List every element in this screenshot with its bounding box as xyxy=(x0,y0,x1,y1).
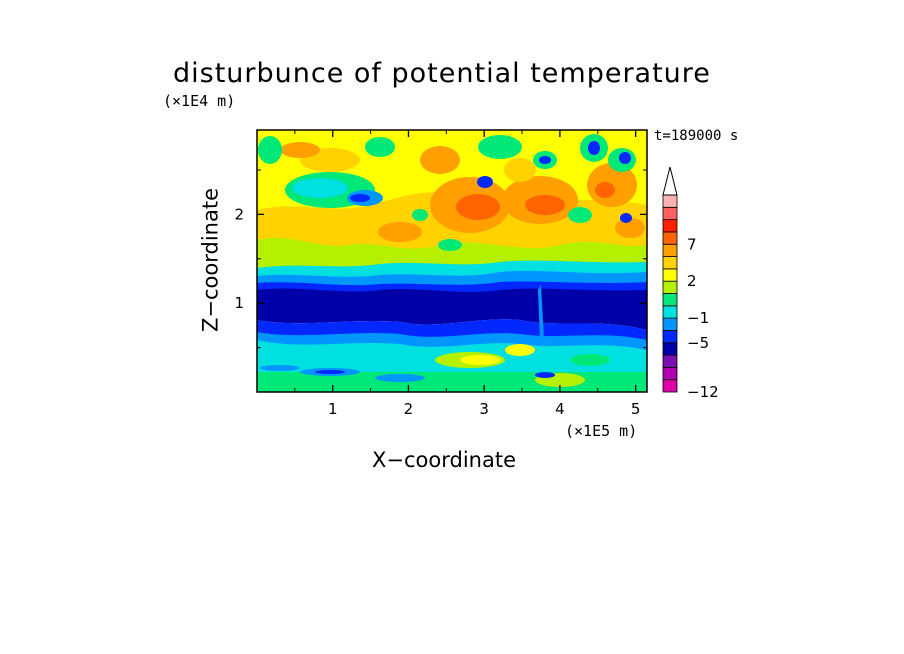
colorbar-swatch xyxy=(662,330,678,344)
time-stamp: t=189000 s xyxy=(654,128,739,144)
x-tick-label: 2 xyxy=(404,400,414,418)
colorbar-swatch xyxy=(662,305,678,319)
colorbar-swatch xyxy=(662,366,678,381)
contour-field xyxy=(257,130,647,392)
colorbar-label: 7 xyxy=(687,235,697,253)
axes: 1 2 3 4 5 1 2 xyxy=(234,130,647,418)
colorbar-swatch xyxy=(662,219,678,233)
colorbar-swatch xyxy=(662,243,678,257)
colorbar-swatch xyxy=(662,194,678,208)
colorbar-swatch xyxy=(662,293,678,307)
colorbar: −12−5−127 xyxy=(662,166,719,401)
x-tick-label: 5 xyxy=(631,400,641,418)
x-axis-unit: (×1E5 m) xyxy=(565,422,638,440)
x-tick-label: 4 xyxy=(555,400,565,418)
colorbar-swatch xyxy=(662,268,678,282)
colorbar-label: −1 xyxy=(687,309,709,327)
chart-title: disturbunce of potential temperature xyxy=(173,58,711,89)
x-tick-label: 1 xyxy=(328,400,338,418)
colorbar-swatch xyxy=(662,280,678,294)
colorbar-swatch xyxy=(662,342,678,356)
colorbar-swatch xyxy=(662,231,678,245)
colorbar-swatch xyxy=(662,317,678,331)
colorbar-swatch xyxy=(662,206,678,221)
x-axis-label: X−coordinate xyxy=(372,448,516,472)
colorbar-label: −5 xyxy=(687,334,709,352)
plot-frame xyxy=(256,129,648,393)
colorbar-extend-arrow xyxy=(662,166,678,196)
colorbar-swatch xyxy=(662,379,678,393)
colorbar-swatch xyxy=(662,256,678,270)
colorbar-label: 2 xyxy=(687,272,697,290)
y-tick-label: 1 xyxy=(234,294,244,312)
colorbar-swatch xyxy=(662,354,678,368)
y-axis-unit: (×1E4 m) xyxy=(163,92,236,110)
x-tick-label: 3 xyxy=(479,400,489,418)
colorbar-label: −12 xyxy=(687,383,719,401)
y-tick-label: 2 xyxy=(234,205,244,223)
